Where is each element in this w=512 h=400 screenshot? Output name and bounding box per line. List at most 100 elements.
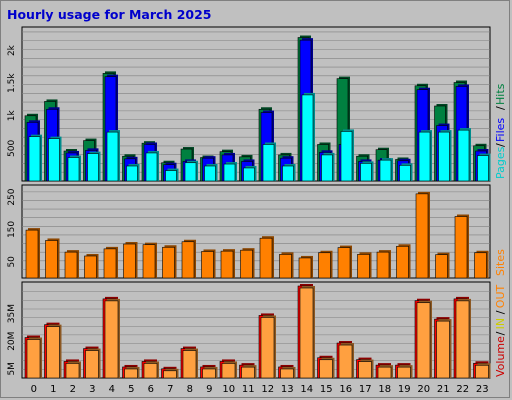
bar-volume-out-22	[455, 300, 470, 379]
bar-sites-23	[474, 252, 487, 279]
bar-pages-1	[48, 138, 60, 182]
bar-pages-15	[321, 154, 333, 182]
legend-bot-separator: /	[494, 331, 507, 335]
bar-volume-out-10	[221, 363, 236, 379]
chart-title: Hourly usage for March 2025	[7, 7, 212, 22]
bar-pages-0	[28, 136, 41, 182]
x-tick-label-21: 21	[437, 384, 450, 395]
y-tick-label-top: 1k	[7, 110, 17, 122]
x-tick-label-9: 9	[206, 384, 212, 395]
bar-volume-out-13	[280, 368, 294, 379]
y-tick-label-middle: 50	[7, 256, 17, 268]
bar-pages-10	[223, 163, 236, 182]
legend-top-separator: /	[494, 106, 507, 110]
legend-top-separator: /	[494, 143, 507, 147]
x-tick-label-7: 7	[167, 384, 173, 395]
bar-sites-2	[64, 251, 78, 279]
bar-sites-12	[259, 237, 273, 279]
bar-pages-3	[87, 153, 99, 182]
x-tick-label-15: 15	[320, 384, 333, 395]
bar-volume-out-1	[46, 326, 60, 379]
y-tick-label-top: 500	[7, 140, 17, 157]
bar-pages-14	[301, 94, 314, 182]
bar-volume-out-19	[397, 366, 411, 379]
bar-sites-11	[240, 249, 253, 279]
bar-sites-0	[25, 229, 39, 279]
legend-bot-separator: /	[494, 310, 507, 314]
legend-bot-item: OUT	[494, 284, 507, 308]
bar-volume-out-3	[85, 350, 99, 379]
y-tick-label-middle: 150	[7, 221, 17, 238]
bar-volume-out-8	[182, 350, 197, 379]
bar-volume-out-20	[416, 302, 431, 379]
x-tick-label-8: 8	[187, 384, 193, 395]
y-tick-label-top: 1.5k	[7, 73, 17, 93]
bar-pages-9	[204, 165, 216, 182]
x-tick-label-11: 11	[242, 384, 255, 395]
bar-sites-6	[142, 244, 156, 279]
x-tick-label-23: 23	[476, 384, 489, 395]
bar-sites-10	[220, 250, 234, 279]
x-tick-label-2: 2	[70, 384, 76, 395]
bar-sites-3	[84, 255, 97, 279]
bar-volume-out-17	[358, 361, 372, 379]
bar-volume-out-9	[202, 368, 216, 379]
y-tick-label-bottom: 20M	[7, 332, 17, 351]
bar-sites-19	[396, 245, 409, 279]
legend-mid-item: Sites	[494, 249, 507, 276]
bar-volume-out-21	[436, 320, 450, 379]
bar-pages-23	[477, 155, 489, 182]
bar-volume-out-12	[260, 317, 275, 379]
x-tick-label-4: 4	[109, 384, 115, 395]
bar-sites-1	[45, 240, 58, 279]
bar-volume-out-2	[65, 363, 80, 379]
bar-sites-16	[337, 247, 351, 279]
bar-volume-out-6	[143, 363, 158, 379]
bar-sites-14	[298, 257, 312, 279]
bar-sites-9	[201, 251, 214, 279]
bar-pages-18	[379, 159, 392, 182]
x-tick-label-3: 3	[89, 384, 95, 395]
bar-pages-11	[243, 167, 255, 182]
bar-pages-17	[360, 163, 372, 182]
x-tick-label-18: 18	[378, 384, 391, 395]
legend-top-item: Hits	[494, 83, 507, 105]
bar-pages-5	[126, 165, 138, 182]
bar-volume-out-18	[377, 366, 392, 379]
x-tick-label-14: 14	[300, 384, 313, 395]
x-tick-label-16: 16	[339, 384, 352, 395]
y-tick-label-bottom: 5M	[7, 362, 17, 376]
bar-volume-out-7	[163, 370, 177, 379]
bar-volume-out-15	[319, 359, 333, 379]
bar-pages-19	[399, 165, 411, 182]
bar-pages-22	[457, 129, 470, 182]
bar-sites-20	[415, 193, 429, 279]
x-tick-label-1: 1	[50, 384, 56, 395]
bar-pages-13	[282, 165, 294, 182]
bar-volume-out-4	[104, 300, 119, 379]
x-tick-label-5: 5	[128, 384, 134, 395]
legend-top-item: Pages	[494, 146, 507, 179]
bar-pages-12	[262, 144, 275, 182]
x-tick-label-20: 20	[417, 384, 430, 395]
y-tick-label-top: 2k	[7, 44, 17, 56]
bar-sites-8	[181, 241, 195, 279]
bar-pages-6	[145, 152, 158, 182]
bar-sites-5	[123, 243, 136, 279]
bar-sites-4	[103, 248, 117, 279]
x-tick-label-10: 10	[222, 384, 235, 395]
x-tick-label-22: 22	[456, 384, 469, 395]
legend-bot-item: IN	[494, 318, 507, 329]
x-tick-label-17: 17	[359, 384, 372, 395]
x-tick-label-0: 0	[31, 384, 37, 395]
y-tick-label-bottom: 35M	[7, 304, 17, 323]
x-tick-label-13: 13	[281, 384, 294, 395]
bar-pages-20	[418, 131, 431, 182]
bar-pages-2	[67, 157, 80, 182]
y-tick-label-middle: 250	[7, 188, 17, 205]
bar-pages-21	[438, 131, 450, 182]
bar-volume-out-23	[475, 364, 489, 379]
bar-volume-out-0	[26, 339, 41, 379]
bar-volume-out-5	[124, 368, 138, 379]
